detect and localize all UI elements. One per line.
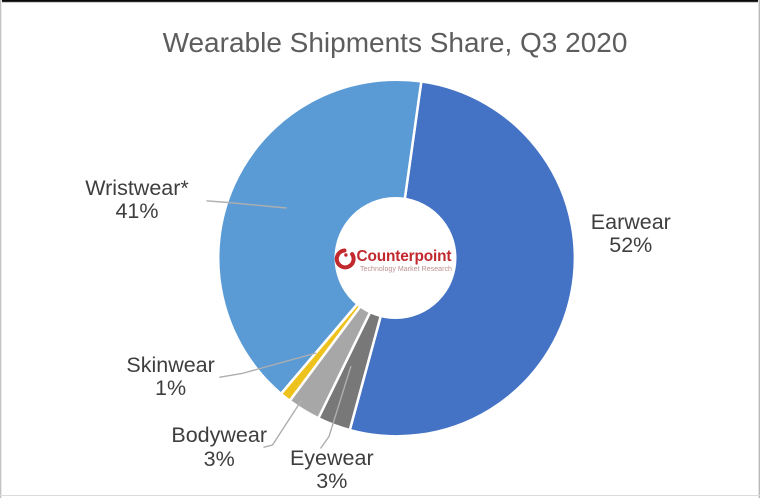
counterpoint-logo: Counterpoint Technology Market Research [336, 245, 456, 275]
leader-line-skinwear [219, 352, 317, 378]
slice-label-wristwear-pct: 41% [115, 199, 159, 224]
slice-label-skinwear: Skinwear 1% [126, 352, 215, 400]
slice-label-eyewear-pct: 3% [316, 469, 348, 494]
slice-label-skinwear-pct: 1% [155, 375, 187, 400]
counterpoint-logo-icon [334, 248, 356, 270]
leader-line-wristwear [206, 200, 287, 209]
slice-earwear[interactable] [348, 80, 577, 438]
slice-label-bodywear: Bodywear 3% [171, 423, 267, 471]
slice-label-eyewear-name: Eyewear [289, 446, 374, 470]
slice-label-wristwear: Wristwear* 41% [85, 176, 189, 224]
slice-label-eyewear: Eyewear 3% [289, 446, 374, 494]
slice-label-earwear-name: Earwear [590, 210, 671, 235]
leader-line-eyewear [319, 365, 352, 449]
slice-label-bodywear-pct: 3% [203, 446, 235, 471]
left-border-line [0, 0, 2, 498]
slice-label-wristwear-name: Wristwear* [85, 176, 189, 200]
slice-wristwear[interactable] [216, 78, 423, 396]
slice-label-earwear: Earwear 52% [590, 210, 671, 258]
leader-lines [206, 200, 352, 449]
donut-hole [334, 197, 457, 319]
slice-label-earwear-pct: 52% [609, 233, 653, 258]
logo-wordmark: Counterpoint [356, 248, 452, 266]
top-black-bar [0, 0, 760, 3]
slice-label-bodywear-name: Bodywear [171, 423, 267, 448]
leader-line-bodywear [263, 399, 303, 448]
chart-title: Wearable Shipments Share, Q3 2020 [162, 26, 628, 58]
right-border-line [757, 0, 760, 498]
bottom-border-line [0, 494, 760, 497]
slice-label-skinwear-name: Skinwear [126, 352, 215, 377]
logo-tagline: Technology Market Research [360, 265, 452, 273]
